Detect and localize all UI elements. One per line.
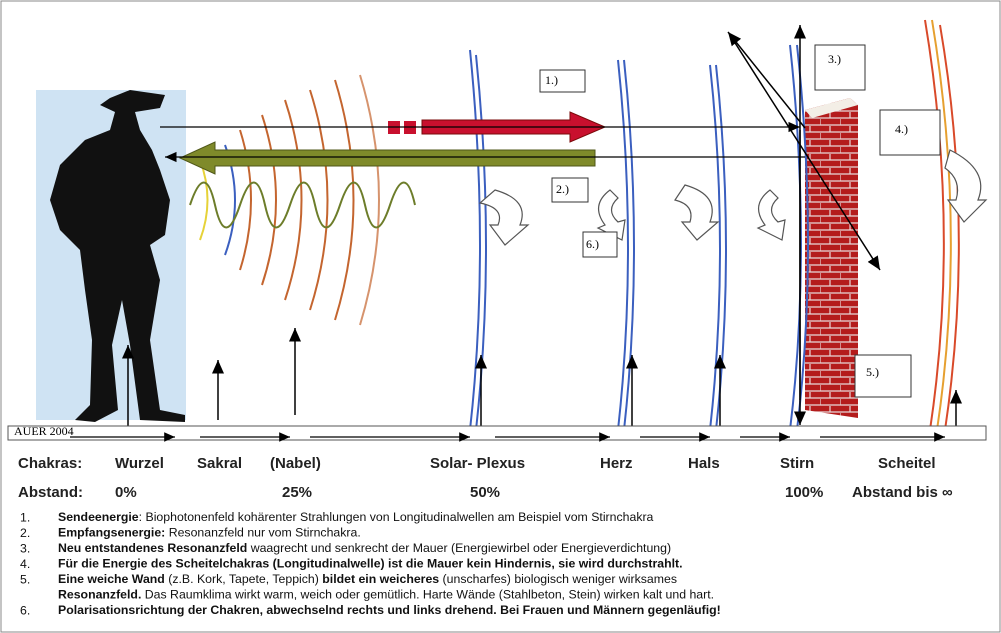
legend-text: Sendeenergie [58,510,139,524]
legend-line: Eine weiche Wand (z.B. Kork, Tapete, Tep… [58,572,677,586]
distance-label: Abstand: [18,484,83,501]
distance-mark: 100% [785,484,823,501]
credit: AUER 2004 [14,424,74,438]
legend-text: Neu entstandenes Resonanzfeld [58,541,247,555]
legend-number: 1. [20,510,30,524]
legend-line: Sendeenergie: Biophotonenfeld kohärenter… [58,510,654,524]
legend-text: Resonanzfeld. [58,588,141,602]
baseline-bar [7,425,987,441]
energy-arrows [160,25,881,425]
legend-number: 4. [20,557,30,571]
box-label: 1.) [545,73,558,87]
chakra-name: Hals [688,455,720,472]
chakra-name: Sakral [197,455,242,472]
distance-mark: Abstand bis ∞ [852,484,953,501]
legend-number: 2. [20,526,30,540]
resonance-arcs [189,19,960,431]
legend-text: : Biophotonenfeld kohärenter Strahlungen… [139,510,654,524]
label-box [814,44,866,91]
legend-text: Eine weiche Wand [58,572,165,586]
legend-text: Für die Energie des Scheitelchakras (Lon… [58,557,683,571]
legend-number: 3. [20,541,30,555]
box-label: 5.) [866,365,879,379]
legend-text: bildet ein weicheres [322,572,439,586]
legend-text: waagrecht und senkrecht der Mauer (Energ… [247,541,671,555]
box-label: 4.) [895,122,908,136]
chakra-name: (Nabel) [270,455,321,472]
legend-line: Polarisationsrichtung der Chakren, abwec… [58,603,721,617]
legend-number: 6. [20,603,30,617]
legend-text: Resonanzfeld nur vom Stirnchakra. [165,526,360,540]
distance-mark: 50% [470,484,500,501]
label-box [879,109,941,156]
legend-text: (unscharfes) biologisch weniger wirksame… [439,572,677,586]
box-label: 3.) [828,52,841,66]
box-label: 6.) [586,237,599,251]
chakra-name: Scheitel [878,455,936,472]
chakra-name: Stirn [780,455,814,472]
label-box [551,177,589,203]
wall [805,98,858,418]
chakra-name: Solar- Plexus [430,455,525,472]
legend-line: Für die Energie des Scheitelchakras (Lon… [58,557,683,571]
legend-line: Empfangsenergie: Resonanzfeld nur vom St… [58,526,361,540]
distance-mark: 25% [282,484,312,501]
legend-text: Das Raumklima wirkt warm, weich oder gem… [141,588,714,602]
chakra-name: Wurzel [115,455,164,472]
chakra-name: Herz [600,455,633,472]
label-box [582,231,618,258]
distance-mark: 0% [115,484,137,501]
legend-line: Neu entstandenes Resonanzfeld waagrecht … [58,541,671,555]
wall-top [805,98,858,118]
legend-line: Resonanzfeld. Das Raumklima wirkt warm, … [58,588,714,602]
box-label: 2.) [556,182,569,196]
legend-text: Polarisationsrichtung der Chakren, abwec… [58,603,721,617]
label-box [539,69,586,93]
vortex-arrows [478,149,988,246]
chakras-label: Chakras: [18,455,82,472]
legend-number: 5. [20,572,30,586]
label-box [854,354,912,398]
legend-text: (z.B. Kork, Tapete, Teppich) [165,572,322,586]
legend-text: Empfangsenergie: [58,526,165,540]
person-silhouette [50,90,185,422]
